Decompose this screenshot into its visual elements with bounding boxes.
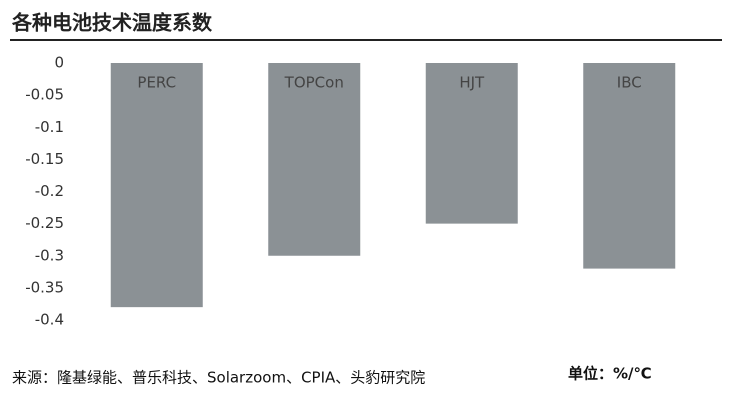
x-tick-label: HJT [459,74,485,92]
bar [583,63,676,269]
y-tick-label: -0.4 [35,311,64,329]
y-tick-label: -0.15 [25,150,64,168]
bar [110,63,203,308]
y-tick-label: -0.1 [35,118,64,136]
y-tick-label: -0.35 [25,278,64,296]
y-tick-label: -0.05 [25,86,64,104]
bar [268,63,361,256]
y-tick-label: -0.2 [35,182,64,200]
x-tick-label: IBC [617,74,642,92]
chart-title: 各种电池技术温度系数 [11,11,213,35]
unit-note: 单位：%/℃ [568,365,652,383]
x-tick-label: TOPCon [284,74,344,92]
y-tick-label: -0.25 [25,214,64,232]
y-tick-label: 0 [54,54,64,72]
source-note: 来源：隆基绿能、普乐科技、Solarzoom、CPIA、头豹研究院 [12,369,425,387]
bar [425,63,518,224]
x-tick-label: PERC [137,74,176,92]
y-tick-label: -0.3 [35,246,64,264]
